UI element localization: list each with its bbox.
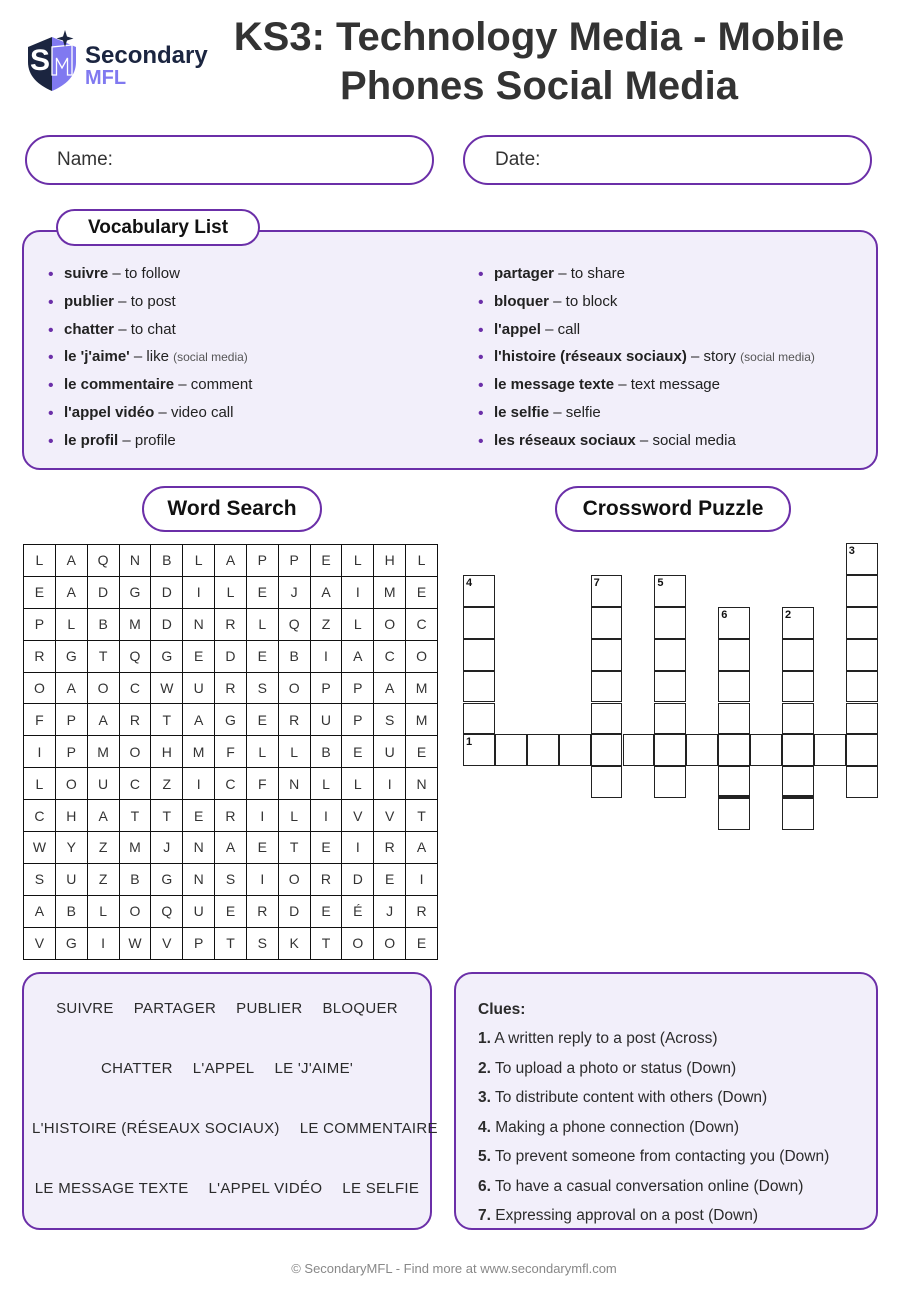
- svg-text:S: S: [30, 44, 50, 77]
- svg-text:MFL: MFL: [85, 67, 126, 89]
- svg-text:Secondary: Secondary: [85, 42, 208, 69]
